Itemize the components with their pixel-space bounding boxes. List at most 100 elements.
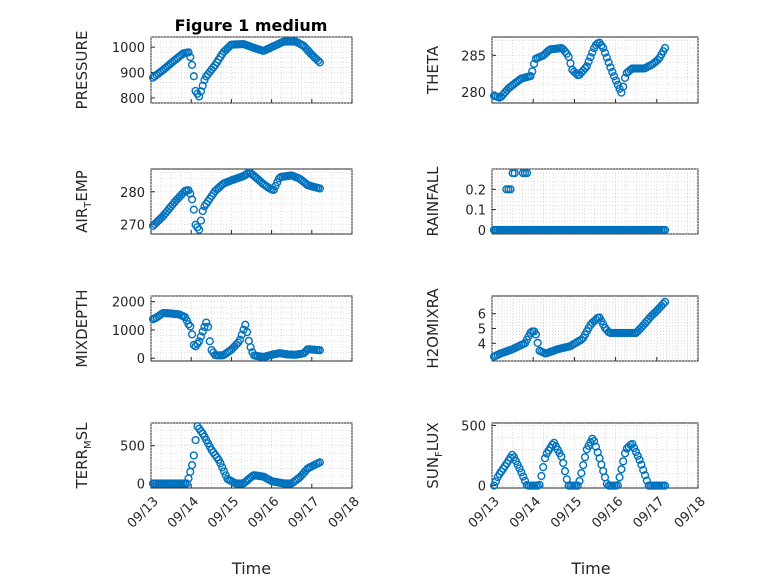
data-point bbox=[600, 48, 610, 57]
ylabel-terr_msl: TERRMSL bbox=[73, 422, 94, 490]
data-point bbox=[660, 481, 670, 490]
y-tick-label: 1000 bbox=[112, 324, 145, 339]
data-point bbox=[526, 71, 535, 81]
data-point bbox=[200, 322, 209, 332]
data-point bbox=[528, 67, 537, 76]
ylabel-mixdepth: MIXDEPTH bbox=[73, 289, 91, 367]
data-point bbox=[195, 225, 204, 234]
data-point bbox=[640, 471, 650, 480]
data-point bbox=[218, 463, 227, 472]
data-point bbox=[529, 59, 539, 68]
x-tick-label: 09/17 bbox=[286, 494, 323, 531]
data-point bbox=[198, 81, 207, 90]
data-point bbox=[573, 481, 582, 490]
data-point bbox=[631, 447, 641, 457]
data-point bbox=[628, 439, 637, 449]
data-point bbox=[186, 322, 195, 331]
data-point bbox=[620, 449, 630, 458]
y-tick-label: 0 bbox=[478, 480, 486, 495]
data-point bbox=[187, 195, 197, 204]
subplot-mixdepth: 0 1000 2000 MIXDEPTH bbox=[73, 289, 353, 368]
data-point bbox=[205, 337, 214, 346]
data-point bbox=[579, 461, 588, 470]
data-point bbox=[620, 73, 630, 82]
data-point bbox=[577, 469, 586, 478]
data-point bbox=[198, 327, 207, 336]
data-point bbox=[506, 185, 515, 194]
data-point bbox=[611, 76, 621, 85]
y-tick-label: 6 bbox=[478, 308, 486, 323]
subplot-theta: 280 285 THETA bbox=[424, 36, 699, 104]
x-tick-label: 09/17 bbox=[631, 494, 668, 531]
data-point bbox=[189, 205, 198, 214]
data-point bbox=[580, 64, 590, 73]
data-point bbox=[315, 58, 324, 67]
figure-title: Figure 1 medium bbox=[175, 16, 328, 35]
data-point bbox=[491, 477, 500, 486]
data-point bbox=[580, 453, 590, 462]
data-point bbox=[184, 320, 193, 329]
data-point bbox=[510, 168, 519, 178]
data-point bbox=[588, 434, 597, 443]
data-point bbox=[195, 92, 204, 101]
data-point bbox=[186, 52, 195, 62]
ylabel-theta: THETA bbox=[424, 45, 442, 95]
data-point bbox=[202, 318, 211, 327]
subplot-pressure: 800 900 1000 PRESSURE bbox=[73, 31, 353, 109]
data-point bbox=[526, 328, 535, 337]
data-point bbox=[613, 80, 622, 89]
data-point bbox=[637, 460, 646, 469]
data-point bbox=[606, 63, 615, 72]
data-point bbox=[617, 465, 626, 474]
data-point bbox=[187, 461, 197, 470]
data-point bbox=[489, 481, 499, 490]
y-tick-label: 270 bbox=[120, 218, 145, 233]
x-tick-label: 09/14 bbox=[165, 494, 202, 531]
data-point bbox=[189, 72, 198, 81]
data-point bbox=[653, 55, 662, 65]
ylabel-h2omixra: H2OMIXRA bbox=[424, 288, 442, 369]
data-point bbox=[519, 472, 528, 481]
data-point bbox=[531, 330, 540, 339]
data-point bbox=[588, 48, 597, 57]
data-point bbox=[203, 322, 213, 331]
data-point bbox=[540, 454, 550, 463]
data-point bbox=[315, 458, 324, 467]
data-point bbox=[195, 337, 204, 346]
data-point bbox=[191, 435, 200, 445]
data-point bbox=[184, 48, 193, 57]
data-point bbox=[602, 53, 611, 62]
data-point bbox=[635, 455, 644, 464]
x-tick-label: 09/14 bbox=[507, 494, 544, 531]
ylabel-air_temp: AIRTEMP bbox=[73, 170, 94, 233]
data-point bbox=[517, 468, 526, 477]
y-tick-label: 0.1 bbox=[465, 204, 486, 219]
data-point bbox=[216, 459, 225, 468]
data-point bbox=[182, 479, 191, 488]
data-point bbox=[522, 168, 532, 178]
data-point bbox=[639, 465, 648, 475]
xlabel-sun_flux: Time bbox=[570, 559, 610, 578]
data-point bbox=[660, 43, 670, 53]
subplot-h2omixra: 456 H2OMIXRA bbox=[424, 288, 699, 369]
data-point bbox=[198, 206, 207, 216]
y-tick-label: 800 bbox=[120, 92, 145, 107]
data-point bbox=[613, 481, 622, 490]
y-tick-label: 2000 bbox=[112, 296, 145, 311]
x-tick-label: 09/15 bbox=[548, 494, 585, 531]
data-point bbox=[559, 458, 568, 468]
data-point bbox=[619, 457, 628, 466]
data-point bbox=[196, 216, 206, 225]
x-tick-label: 09/18 bbox=[672, 494, 709, 531]
data-point bbox=[586, 53, 595, 62]
y-tick-label: 285 bbox=[461, 49, 486, 64]
data-point bbox=[246, 343, 255, 352]
data-point bbox=[660, 297, 670, 307]
data-point bbox=[241, 320, 250, 329]
y-tick-label: 4 bbox=[478, 337, 486, 352]
x-tick-label: 09/15 bbox=[205, 494, 242, 531]
data-point bbox=[187, 60, 197, 69]
y-tick-label: 280 bbox=[461, 86, 486, 101]
data-point bbox=[196, 332, 206, 341]
data-point bbox=[560, 47, 570, 56]
